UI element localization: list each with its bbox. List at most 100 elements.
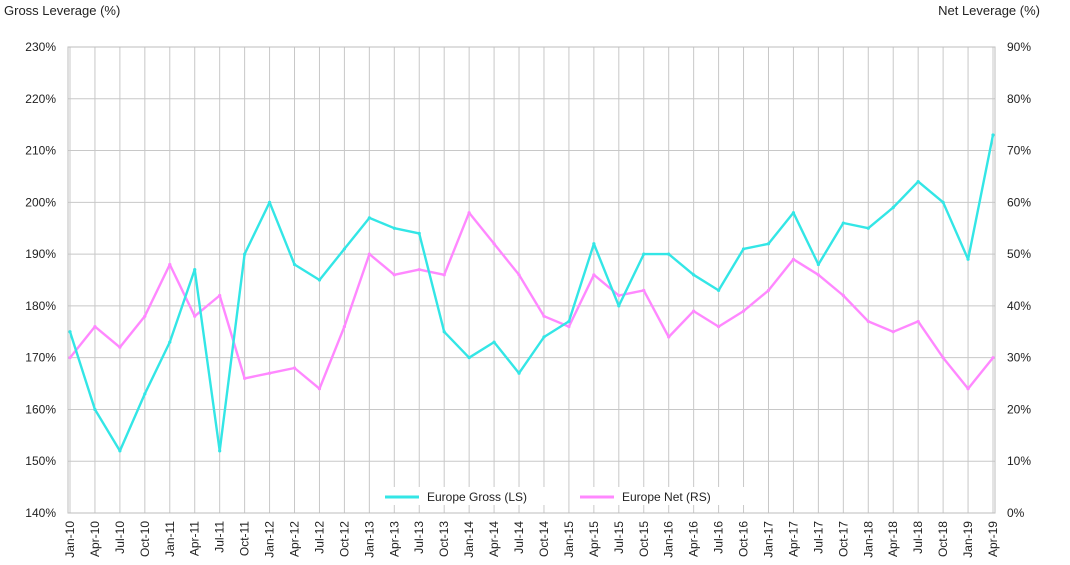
x-tick-label: Jan-11 (163, 521, 177, 557)
data-point-europe-gross (642, 252, 646, 256)
x-tick-label: Jan-13 (362, 521, 376, 558)
data-point-europe-gross (991, 133, 995, 137)
x-tick-label: Jul-12 (312, 521, 326, 554)
data-point-europe-gross (168, 340, 172, 344)
data-point-europe-gross (741, 247, 746, 251)
x-tick-label: Oct-12 (337, 521, 351, 557)
data-point-europe-net (841, 293, 845, 298)
x-tick-label: Apr-15 (587, 521, 601, 557)
data-point-europe-gross (143, 392, 147, 396)
data-point-europe-net (143, 314, 147, 318)
legend-bg (576, 487, 746, 505)
y-left-tick-label: 200% (25, 195, 56, 209)
data-point-europe-gross (317, 278, 322, 282)
data-point-europe-gross (916, 180, 920, 184)
data-point-europe-net (866, 319, 870, 324)
y-left-tick-label: 190% (25, 247, 56, 261)
series-line-europe-gross (68, 134, 995, 453)
data-point-europe-gross (592, 242, 596, 246)
data-point-europe-net (342, 325, 347, 329)
x-tick-label: Jan-10 (63, 521, 77, 558)
data-point-europe-net (243, 376, 247, 380)
data-point-europe-gross (342, 247, 347, 251)
data-point-europe-gross (392, 226, 396, 230)
x-tick-label: Apr-17 (786, 521, 800, 557)
data-point-europe-gross (267, 200, 272, 204)
x-tick-label: Jul-17 (811, 521, 825, 554)
x-tick-label: Oct-13 (437, 521, 451, 557)
data-point-europe-net (93, 325, 97, 329)
data-point-europe-gross (542, 335, 546, 339)
plot-area-border (67, 46, 996, 514)
x-tick-label: Jul-11 (213, 521, 227, 553)
data-point-europe-net (317, 387, 322, 391)
x-tick-label: Jan-12 (263, 521, 277, 558)
x-tick-label: Jan-19 (961, 521, 975, 558)
data-point-europe-net (941, 356, 945, 360)
x-tick-label: Jul-16 (712, 521, 726, 554)
grid (67, 46, 996, 514)
y-right-tick-label: 70% (1007, 144, 1031, 158)
data-point-europe-net (467, 211, 471, 215)
data-point-europe-gross (692, 273, 696, 277)
data-point-europe-net (816, 273, 820, 277)
y-right-tick-label: 50% (1007, 247, 1031, 261)
x-tick-label: Apr-13 (387, 521, 401, 557)
y-right-tick-label: 60% (1007, 195, 1031, 209)
legend-bg (381, 487, 567, 505)
y-left-tick-label: 180% (25, 299, 56, 313)
data-point-europe-gross (716, 288, 721, 292)
data-point-europe-net (741, 309, 746, 313)
x-tick-label: Oct-14 (537, 521, 551, 557)
data-point-europe-gross (966, 257, 970, 261)
x-tick-label: Apr-11 (188, 521, 202, 556)
data-point-europe-gross (517, 371, 521, 375)
data-point-europe-net (692, 309, 696, 313)
data-point-europe-net (267, 371, 272, 375)
data-point-europe-net (492, 242, 496, 246)
data-point-europe-net (791, 257, 796, 261)
x-tick-label: Jan-18 (861, 521, 875, 558)
x-tick-label: Apr-12 (288, 521, 302, 557)
x-tick-label: Jul-15 (612, 521, 626, 554)
data-point-europe-gross (193, 268, 197, 272)
data-point-europe-gross (93, 407, 97, 412)
data-point-europe-gross (766, 242, 771, 246)
data-point-europe-net (367, 252, 371, 256)
data-point-europe-gross (567, 319, 571, 324)
x-tick-label: Jan-14 (462, 521, 476, 558)
y-right-tick-label: 10% (1007, 454, 1031, 468)
data-point-europe-gross (292, 262, 297, 267)
data-point-europe-gross (417, 231, 421, 235)
data-point-europe-net (118, 345, 122, 349)
data-point-europe-net (517, 273, 521, 277)
y-left-tick-label: 210% (25, 144, 56, 158)
y-left-tick-label: 220% (25, 92, 56, 106)
x-tick-label: Oct-18 (936, 521, 950, 557)
y-right-axis-title: Net Leverage (%) (938, 3, 1040, 18)
y-right-tick-label: 90% (1007, 40, 1031, 54)
data-point-europe-net (617, 293, 621, 298)
legend-label-europe-gross: Europe Gross (LS) (427, 490, 527, 504)
data-point-europe-net (292, 366, 297, 370)
x-tick-label: Jan-15 (562, 521, 576, 558)
series-layer (68, 133, 995, 453)
series-line-europe-net (69, 211, 994, 390)
data-point-europe-net (417, 268, 421, 272)
x-tick-label: Jul-18 (911, 521, 925, 554)
data-point-europe-gross (816, 262, 820, 267)
y-left-axis-title: Gross Leverage (%) (4, 3, 120, 18)
data-point-europe-gross (218, 449, 222, 453)
y-right-tick-label: 30% (1007, 351, 1031, 365)
data-point-europe-gross (667, 252, 671, 256)
legend: Europe Gross (LS) Europe Net (RS) (381, 487, 746, 505)
data-point-europe-net (642, 288, 646, 292)
data-point-europe-gross (841, 221, 845, 225)
data-point-europe-net (218, 293, 222, 298)
y-right-tick-label: 40% (1007, 299, 1031, 313)
data-point-europe-gross (492, 340, 496, 344)
x-tick-label: Oct-17 (836, 521, 850, 557)
data-point-europe-net (991, 356, 995, 360)
y-left-tick-label: 150% (25, 454, 56, 468)
